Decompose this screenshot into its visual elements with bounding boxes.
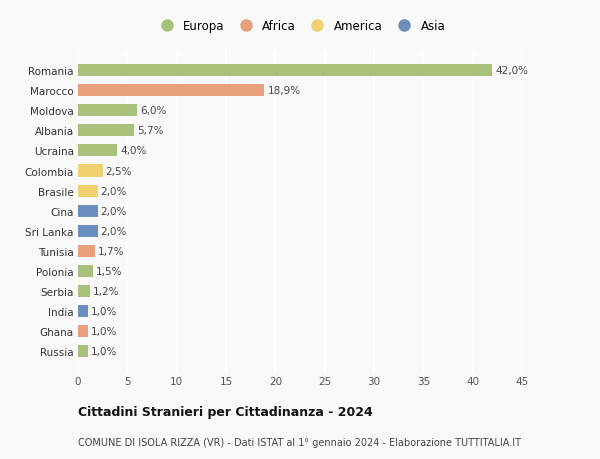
Text: 1,0%: 1,0% (91, 306, 117, 316)
Bar (78, 125, 134, 137)
Text: 1,2%: 1,2% (93, 286, 119, 296)
Bar (78, 145, 118, 157)
Text: 2,0%: 2,0% (101, 226, 127, 236)
Text: 2,0%: 2,0% (101, 206, 127, 216)
Text: 42,0%: 42,0% (496, 66, 529, 76)
Bar (78, 305, 88, 317)
Bar (78, 265, 93, 277)
Text: 1,0%: 1,0% (91, 326, 117, 336)
Bar (78, 325, 88, 337)
Text: COMUNE DI ISOLA RIZZA (VR) - Dati ISTAT al 1° gennaio 2024 - Elaborazione TUTTIT: COMUNE DI ISOLA RIZZA (VR) - Dati ISTAT … (78, 437, 521, 447)
Bar (78, 205, 98, 217)
Text: 1,0%: 1,0% (91, 346, 117, 356)
Text: 1,7%: 1,7% (98, 246, 124, 256)
Bar (78, 85, 265, 97)
Bar (78, 185, 98, 197)
Text: 5,7%: 5,7% (137, 126, 164, 136)
Legend: Europa, Africa, America, Asia: Europa, Africa, America, Asia (152, 18, 448, 35)
Text: 4,0%: 4,0% (121, 146, 147, 156)
Bar (78, 285, 90, 297)
Bar (78, 105, 137, 117)
Text: 2,5%: 2,5% (106, 166, 132, 176)
Text: 1,5%: 1,5% (96, 266, 122, 276)
Text: 18,9%: 18,9% (268, 86, 301, 96)
Bar (78, 245, 95, 257)
Bar (78, 345, 88, 357)
Bar (78, 165, 103, 177)
Text: 6,0%: 6,0% (140, 106, 167, 116)
Bar (78, 225, 98, 237)
Text: 2,0%: 2,0% (101, 186, 127, 196)
Text: Cittadini Stranieri per Cittadinanza - 2024: Cittadini Stranieri per Cittadinanza - 2… (78, 405, 373, 419)
Bar (78, 65, 493, 77)
